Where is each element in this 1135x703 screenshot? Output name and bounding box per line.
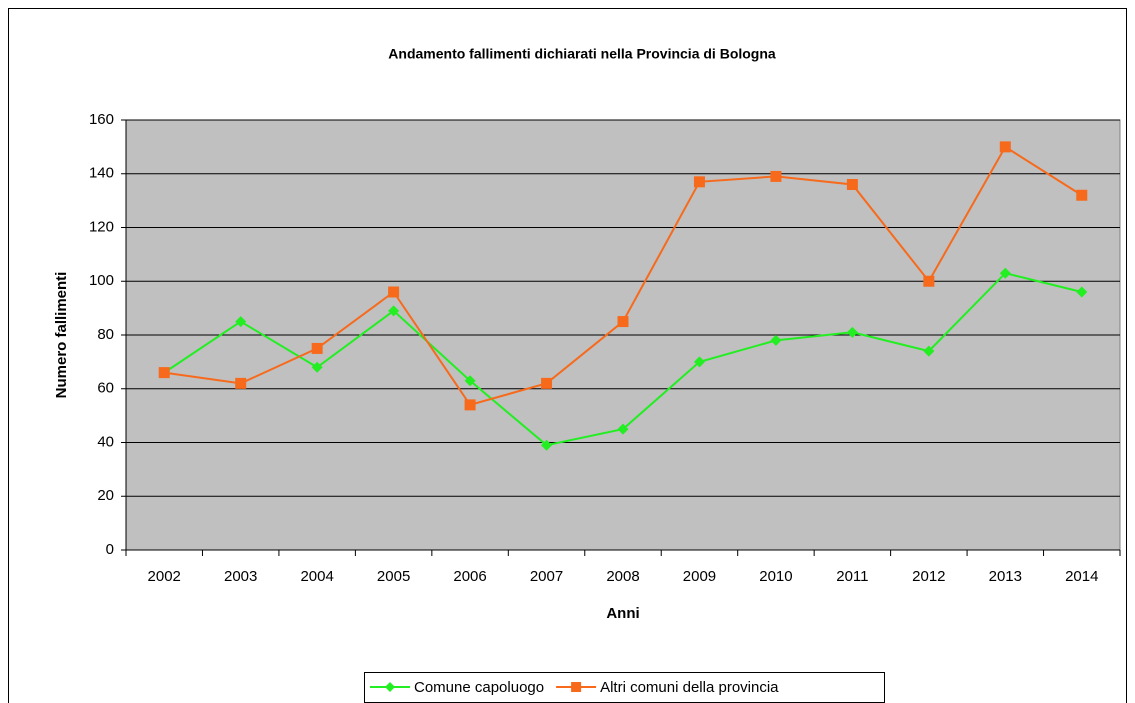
x-tick-label: 2011 (836, 568, 868, 585)
marker (770, 170, 782, 182)
x-tick-label: 2005 (377, 568, 410, 585)
marker (311, 361, 323, 373)
x-tick-label: 2004 (300, 568, 333, 585)
marker (770, 334, 782, 346)
marker (617, 423, 629, 435)
marker (388, 286, 400, 298)
x-tick-label: 2009 (683, 568, 716, 585)
x-tick-label: 2007 (530, 568, 563, 585)
x-tick-label: 2003 (224, 568, 257, 585)
y-axis-label: Numero fallimenti (53, 272, 70, 399)
marker (464, 375, 476, 387)
marker (846, 179, 858, 190)
marker (235, 316, 247, 328)
x-axis-label: Anni (606, 605, 639, 622)
legend-label: Comune capoluogo (414, 679, 544, 696)
marker (158, 367, 170, 379)
y-tick-label: 80 (97, 326, 114, 343)
marker (846, 326, 858, 338)
marker (693, 356, 705, 368)
x-tick-label: 2008 (606, 568, 639, 585)
y-tick-label: 60 (97, 380, 114, 397)
marker (923, 345, 935, 357)
marker (385, 682, 395, 692)
marker (235, 377, 247, 389)
marker (464, 399, 476, 411)
y-tick-label: 20 (97, 487, 114, 504)
x-tick-label: 2010 (759, 568, 792, 585)
marker (311, 342, 323, 354)
y-tick-label: 140 (89, 165, 114, 182)
legend-label: Altri comuni della provincia (600, 679, 779, 696)
marker (571, 682, 582, 692)
marker (923, 275, 935, 287)
marker (693, 176, 705, 188)
y-tick-label: 0 (106, 541, 114, 558)
y-tick-label: 160 (89, 111, 114, 128)
marker (388, 305, 400, 317)
marker (541, 439, 553, 451)
marker (541, 377, 553, 389)
marker (999, 267, 1011, 279)
y-tick-label: 120 (89, 218, 114, 235)
marker (999, 141, 1011, 153)
marker (1076, 189, 1088, 201)
chart-title: Andamento fallimenti dichiarati nella Pr… (388, 46, 776, 62)
y-tick-label: 100 (89, 272, 114, 289)
x-tick-label: 2014 (1065, 568, 1098, 585)
x-tick-label: 2002 (148, 568, 181, 585)
x-tick-label: 2006 (453, 568, 486, 585)
x-tick-label: 2012 (912, 568, 945, 585)
marker (1076, 286, 1088, 298)
marker (617, 316, 629, 328)
y-tick-label: 40 (97, 433, 114, 450)
x-tick-label: 2013 (989, 568, 1022, 585)
